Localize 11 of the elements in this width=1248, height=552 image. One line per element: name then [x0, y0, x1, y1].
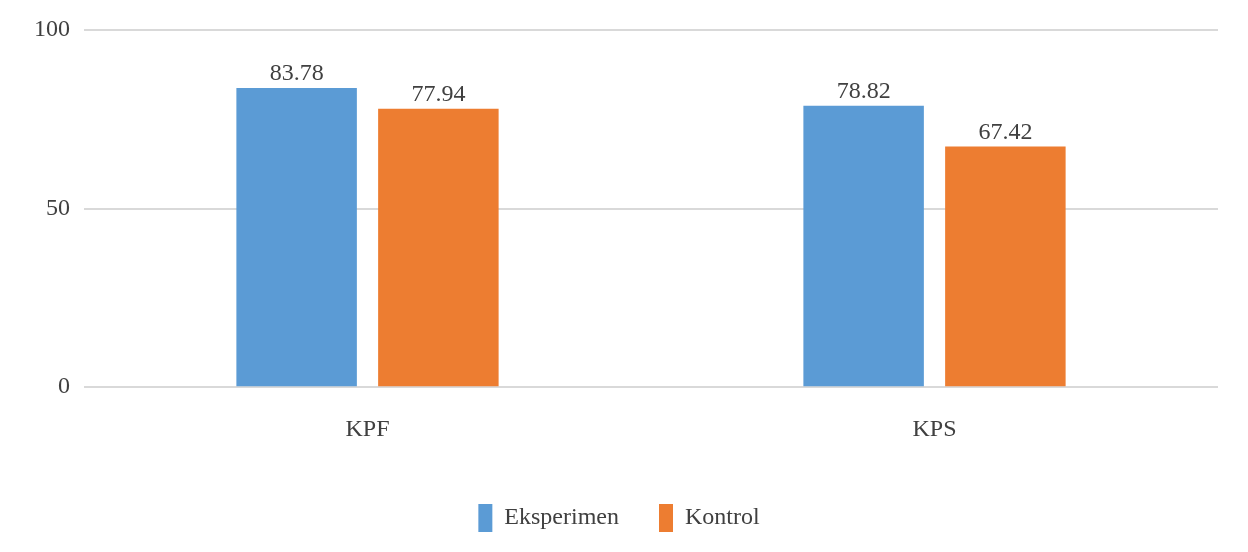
data-label: 78.82: [836, 76, 891, 103]
data-label: 77.94: [411, 80, 466, 107]
legend-label: Kontrol: [684, 503, 760, 530]
y-tick-label: 100: [34, 15, 70, 42]
data-label: 83.78: [269, 59, 324, 86]
x-tick-label: KPS: [912, 414, 957, 441]
y-tick-label: 0: [58, 372, 70, 399]
x-tick-label: KPF: [345, 414, 390, 441]
data-label: 67.42: [978, 117, 1033, 144]
legend-label: Eksperimen: [504, 503, 619, 530]
y-tick-label: 50: [46, 193, 70, 220]
